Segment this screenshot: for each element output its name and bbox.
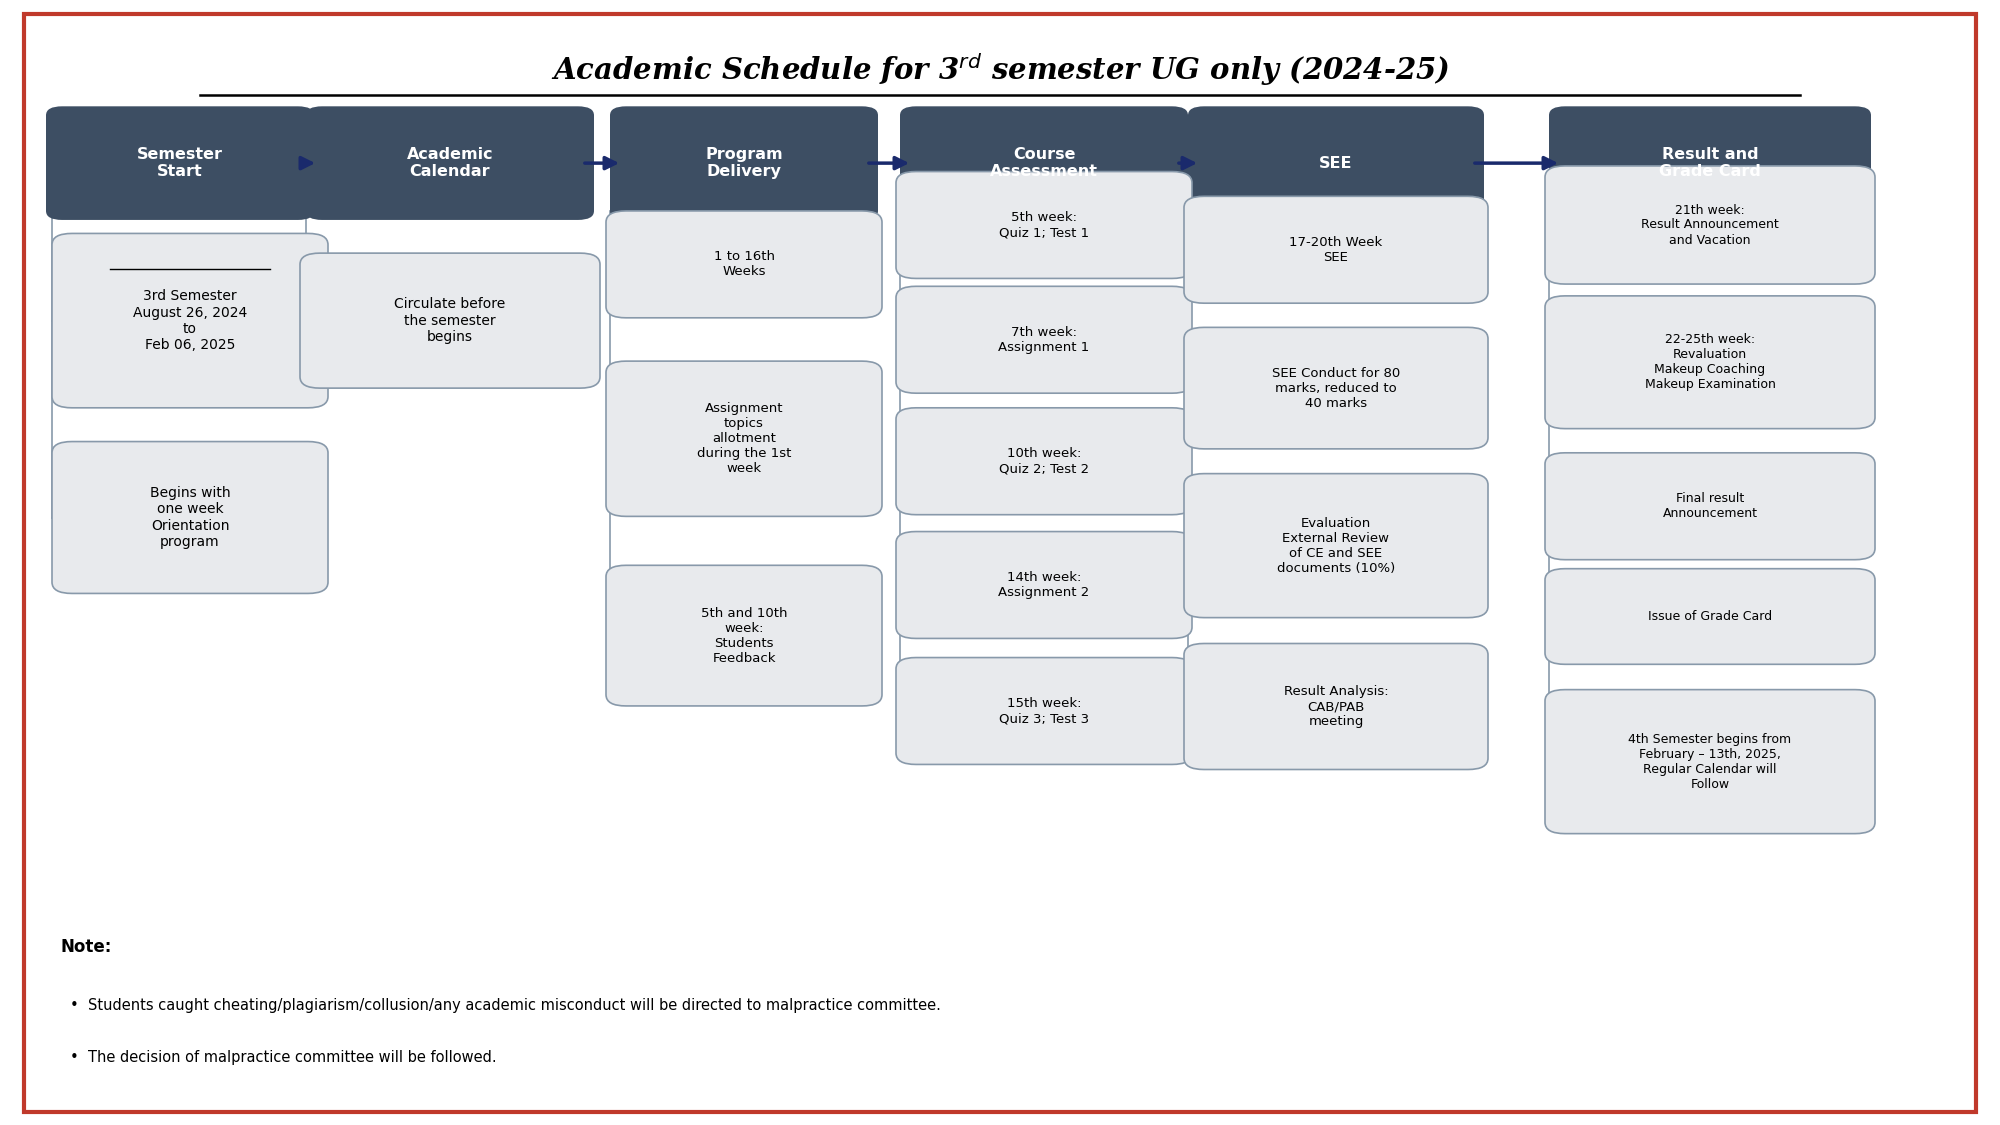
Text: 22-25th week:
Revaluation
Makeup Coaching
Makeup Examination: 22-25th week: Revaluation Makeup Coachin…	[1644, 333, 1776, 392]
Text: 4th Semester begins from
February – 13th, 2025,
Regular Calendar will
Follow: 4th Semester begins from February – 13th…	[1628, 732, 1792, 791]
FancyBboxPatch shape	[1544, 296, 1876, 429]
FancyBboxPatch shape	[306, 106, 594, 220]
FancyBboxPatch shape	[1548, 106, 1872, 220]
Text: Note:: Note:	[60, 938, 112, 956]
Text: Evaluation
External Review
of CE and SEE
documents (10%): Evaluation External Review of CE and SEE…	[1276, 516, 1396, 575]
FancyBboxPatch shape	[896, 657, 1192, 765]
Text: 17-20th Week
SEE: 17-20th Week SEE	[1290, 236, 1382, 263]
FancyBboxPatch shape	[52, 441, 328, 594]
FancyBboxPatch shape	[610, 106, 878, 220]
FancyBboxPatch shape	[896, 407, 1192, 515]
Text: SEE Conduct for 80
marks, reduced to
40 marks: SEE Conduct for 80 marks, reduced to 40 …	[1272, 367, 1400, 410]
FancyBboxPatch shape	[1184, 196, 1488, 303]
FancyBboxPatch shape	[1544, 568, 1876, 664]
Text: 5th and 10th
week:
Students
Feedback: 5th and 10th week: Students Feedback	[700, 606, 788, 665]
Text: •  The decision of malpractice committee will be followed.: • The decision of malpractice committee …	[70, 1050, 496, 1065]
FancyBboxPatch shape	[1544, 690, 1876, 834]
FancyBboxPatch shape	[1188, 106, 1484, 220]
FancyBboxPatch shape	[1184, 474, 1488, 618]
FancyBboxPatch shape	[46, 106, 314, 220]
FancyBboxPatch shape	[900, 106, 1188, 220]
Text: Begins with
one week
Orientation
program: Begins with one week Orientation program	[150, 486, 230, 549]
Text: Program
Delivery: Program Delivery	[706, 147, 782, 179]
Text: 3rd Semester
August 26, 2024
to
Feb 06, 2025: 3rd Semester August 26, 2024 to Feb 06, …	[132, 289, 248, 352]
Text: 1 to 16th
Weeks: 1 to 16th Weeks	[714, 251, 774, 278]
FancyBboxPatch shape	[52, 233, 328, 407]
Text: •  Students caught cheating/plagiarism/collusion/any academic misconduct will be: • Students caught cheating/plagiarism/co…	[70, 998, 940, 1014]
FancyBboxPatch shape	[606, 565, 882, 706]
FancyBboxPatch shape	[606, 212, 882, 317]
FancyBboxPatch shape	[1544, 452, 1876, 559]
Text: SEE: SEE	[1320, 155, 1352, 171]
FancyBboxPatch shape	[896, 531, 1192, 639]
Text: Issue of Grade Card: Issue of Grade Card	[1648, 610, 1772, 623]
FancyBboxPatch shape	[300, 253, 600, 388]
Text: 10th week:
Quiz 2; Test 2: 10th week: Quiz 2; Test 2	[998, 448, 1090, 475]
Text: Circulate before
the semester
begins: Circulate before the semester begins	[394, 297, 506, 344]
Text: Semester
Start: Semester Start	[136, 147, 224, 179]
Text: 15th week:
Quiz 3; Test 3: 15th week: Quiz 3; Test 3	[998, 698, 1090, 724]
Text: 21th week:
Result Announcement
and Vacation: 21th week: Result Announcement and Vacat…	[1642, 204, 1778, 246]
FancyBboxPatch shape	[896, 171, 1192, 278]
Text: 14th week:
Assignment 2: 14th week: Assignment 2	[998, 572, 1090, 598]
FancyBboxPatch shape	[1184, 644, 1488, 770]
Text: Academic Schedule for 3$^{rd}$ semester UG only (2024-25): Academic Schedule for 3$^{rd}$ semester …	[550, 52, 1450, 88]
Text: Academic
Calendar: Academic Calendar	[406, 147, 494, 179]
FancyBboxPatch shape	[896, 287, 1192, 393]
Text: 5th week:
Quiz 1; Test 1: 5th week: Quiz 1; Test 1	[998, 212, 1090, 238]
FancyBboxPatch shape	[1184, 327, 1488, 449]
Text: Course
Assessment: Course Assessment	[990, 147, 1098, 179]
Text: Result and
Grade Card: Result and Grade Card	[1660, 147, 1760, 179]
FancyBboxPatch shape	[1544, 165, 1876, 284]
FancyBboxPatch shape	[606, 361, 882, 516]
Text: 7th week:
Assignment 1: 7th week: Assignment 1	[998, 326, 1090, 353]
Text: Assignment
topics
allotment
during the 1st
week: Assignment topics allotment during the 1…	[696, 403, 792, 475]
Text: Result Analysis:
CAB/PAB
meeting: Result Analysis: CAB/PAB meeting	[1284, 685, 1388, 728]
Text: Final result
Announcement: Final result Announcement	[1662, 493, 1758, 520]
